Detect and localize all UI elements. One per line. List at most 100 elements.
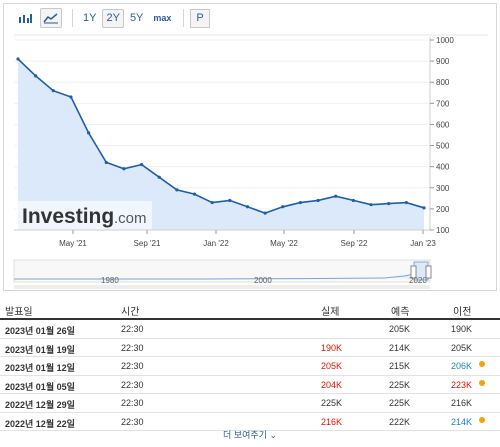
watermark-suffix: .com <box>114 210 147 227</box>
row-time: 22:30 <box>121 416 144 427</box>
data-point <box>316 198 320 203</box>
row-actual: 204K <box>320 379 342 390</box>
data-point <box>369 203 373 207</box>
header-actual: 실제 <box>321 307 340 318</box>
row-forecast: 225K <box>388 379 410 390</box>
data-point <box>34 74 38 78</box>
row-time: 22:30 <box>121 379 144 390</box>
y-tick-label: 900 <box>436 57 450 66</box>
y-tick-label: 700 <box>436 99 450 108</box>
row-time: 22:30 <box>121 398 144 408</box>
row-date: 2022년 12월 22일 <box>5 418 75 429</box>
row-previous: 190K <box>450 324 472 334</box>
data-point <box>298 200 303 205</box>
series-line <box>17 58 425 214</box>
range-5y-button[interactable]: 5Y <box>129 11 144 24</box>
row-time: 22:30 <box>121 361 144 371</box>
events-table: 발표일 시간 실제 예측 이전 2023년 01월 26일 22:30 205K 19… <box>0 296 500 431</box>
navigator[interactable]: 1980 2000 2020 <box>13 259 432 289</box>
chart-area[interactable]: 1000 900 800 700 600 500 400 300 200 100 Investin… <box>4 4 498 292</box>
bar-chart-icon[interactable] <box>14 8 36 28</box>
show-more-link[interactable]: 더 보여주기 ⌄ <box>0 428 500 441</box>
navigator-label-2000: 2000 <box>254 276 272 285</box>
revision-dot-icon <box>479 416 485 423</box>
table-row: 2023년 01월 05일 22:30 204K 225K 223K <box>0 376 500 394</box>
watermark-bg <box>16 201 152 231</box>
row-actual: 190K <box>320 342 342 353</box>
chart-panel: 1Y 2Y 5Y max P 1000 900 800 700 600 500 400 300… <box>3 3 497 291</box>
x-axis: May '21 Sep '21 Jan '22 May '22 Sep '22 Jan '… <box>59 230 436 248</box>
row-previous: 206K <box>450 361 472 371</box>
y-axis: 1000 900 800 700 600 500 400 300 200 100 <box>430 36 454 235</box>
x-tick-label: Jan '23 <box>410 239 436 248</box>
y-tick-label: 300 <box>436 184 450 193</box>
toolbar-divider <box>72 9 73 27</box>
watermark-text: Investing <box>22 205 114 228</box>
p-button[interactable]: P <box>190 8 210 28</box>
range-2y-button[interactable]: 2Y <box>102 8 124 28</box>
revision-dot-icon <box>479 361 485 367</box>
x-tick-label: Sep '21 <box>134 239 161 248</box>
navigator-label-2020: 2020 <box>409 276 427 285</box>
range-max-button[interactable]: max <box>153 12 172 23</box>
data-point <box>51 89 55 93</box>
data-point <box>157 175 161 179</box>
chevron-down-icon: ⌄ <box>269 430 277 440</box>
data-point <box>139 162 144 167</box>
data-point <box>404 200 408 205</box>
navigator-label-1980: 1980 <box>101 276 119 285</box>
table-row: 2023년 01월 12일 22:30 205K 215K 206K <box>0 357 500 376</box>
y-tick-label: 200 <box>436 205 450 214</box>
header-previous: 이전 <box>453 307 472 318</box>
row-date: 2023년 01월 12일 <box>5 363 75 373</box>
table-row: 2023년 01월 26일 22:30 205K 190K <box>0 320 500 339</box>
y-tick-label: 100 <box>436 226 450 235</box>
data-point <box>281 205 285 209</box>
header-time: 시간 <box>121 307 140 318</box>
row-previous: 205K <box>450 342 472 353</box>
revision-dot-icon <box>479 379 485 386</box>
row-forecast: 214K <box>388 342 410 353</box>
row-actual: 225K <box>320 398 342 408</box>
row-forecast: 222K <box>388 416 410 427</box>
table-body: 2023년 01월 26일 22:30 205K 190K 2023년 01월 19일 2… <box>0 320 500 431</box>
chart-toolbar: 1Y 2Y 5Y max P <box>4 4 496 32</box>
row-date: 2023년 01월 05일 <box>5 381 75 392</box>
y-tick-label: 800 <box>436 78 450 87</box>
row-actual: 216K <box>320 416 342 427</box>
data-point <box>351 198 355 203</box>
y-tick-label: 400 <box>436 163 450 172</box>
data-point <box>175 188 179 192</box>
row-actual: 205K <box>320 361 342 371</box>
x-tick-label: Sep '22 <box>341 239 368 248</box>
data-point <box>334 194 338 198</box>
row-previous: 223K <box>450 379 472 390</box>
watermark: Investing .com <box>16 201 152 231</box>
table-row: 2023년 01월 19일 22:30 190K 214K 205K <box>0 339 500 357</box>
table-row: 2022년 12월 29일 22:30 225K 225K 216K <box>0 394 500 413</box>
y-tick-label: 500 <box>436 142 450 151</box>
data-point <box>16 57 20 61</box>
row-forecast: 225K <box>388 398 410 408</box>
toolbar-divider <box>183 9 185 27</box>
header-forecast: 예측 <box>391 307 410 318</box>
y-tick-label: 600 <box>436 120 450 129</box>
data-point <box>192 192 197 196</box>
navigator-scrollbar[interactable] <box>14 285 430 289</box>
x-tick-label: May '22 <box>270 239 298 248</box>
table-header: 발표일 시간 실제 예측 이전 <box>0 296 500 320</box>
data-point <box>87 131 91 135</box>
range-1y-button[interactable]: 1Y <box>83 11 97 24</box>
x-tick-label: May '21 <box>59 239 87 248</box>
navigator-handle-left[interactable] <box>410 265 417 279</box>
data-point <box>210 200 214 205</box>
series-area <box>18 59 424 230</box>
navigator-handle-right[interactable] <box>425 265 432 279</box>
row-time: 22:30 <box>121 324 144 334</box>
show-more-label: 더 보여주기 <box>223 430 267 440</box>
data-point <box>104 160 108 165</box>
row-previous: 214K <box>450 416 472 427</box>
area-chart-icon[interactable] <box>40 8 62 28</box>
data-point <box>69 95 73 99</box>
data-point <box>387 202 391 206</box>
